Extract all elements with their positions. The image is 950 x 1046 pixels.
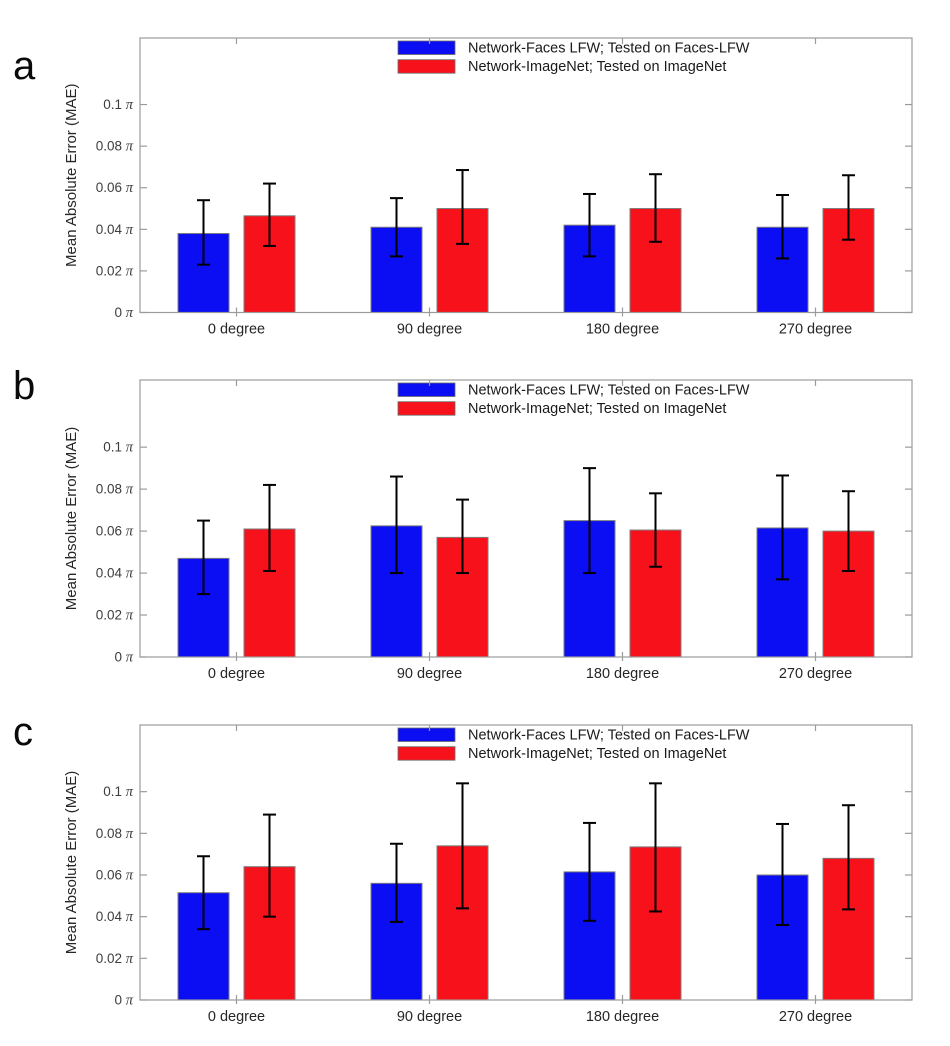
error-bar-series0-270-degree bbox=[776, 474, 789, 581]
legend-swatch-series1 bbox=[397, 59, 456, 74]
legend-label-series0: Network-Faces LFW; Tested on Faces-LFW bbox=[468, 728, 750, 744]
y-tick-label: 0.02 π bbox=[96, 608, 134, 624]
legend-label-series0: Network-Faces LFW; Tested on Faces-LFW bbox=[468, 383, 750, 399]
error-bar-series1-90-degree bbox=[456, 498, 469, 575]
panel-letter-a: a bbox=[13, 44, 36, 88]
plot-frame bbox=[139, 379, 913, 658]
legend-label-series1: Network-ImageNet; Tested on ImageNet bbox=[468, 746, 726, 762]
x-category-label: 180 degree bbox=[586, 1009, 659, 1025]
error-bar-series1-270-degree bbox=[842, 174, 855, 241]
x-category-label: 270 degree bbox=[779, 322, 852, 338]
legend-swatch-series0 bbox=[397, 382, 456, 397]
error-bar-series0-90-degree bbox=[390, 475, 403, 575]
error-bar-series0-180-degree bbox=[583, 821, 596, 922]
x-category-label: 270 degree bbox=[779, 1009, 852, 1025]
legend-swatch-series1 bbox=[397, 746, 456, 761]
x-category-label: 0 degree bbox=[208, 322, 265, 338]
error-bar-series0-90-degree bbox=[390, 842, 403, 923]
error-bar-series1-270-degree bbox=[842, 804, 855, 911]
bar-series1-0-degree bbox=[243, 528, 296, 658]
panel-letter-b: b bbox=[13, 364, 36, 408]
error-bar-series1-0-degree bbox=[263, 182, 276, 247]
x-category-label: 180 degree bbox=[586, 666, 659, 682]
x-category-label: 90 degree bbox=[397, 666, 462, 682]
panel-c: 0 π 0.02 π 0.04 π 0.06 π 0.08 π 0.1 π Network-… bbox=[63, 724, 913, 1025]
legend-swatch-series0 bbox=[397, 727, 456, 742]
x-category-label: 270 degree bbox=[779, 666, 852, 682]
error-bar-series1-180-degree bbox=[649, 782, 662, 913]
x-category-label: 180 degree bbox=[586, 322, 659, 338]
y-tick-label: 0 π bbox=[114, 993, 133, 1009]
x-category-label: 0 degree bbox=[208, 666, 265, 682]
legend-label-series1: Network-ImageNet; Tested on ImageNet bbox=[468, 401, 726, 417]
error-bar-series1-180-degree bbox=[649, 492, 662, 568]
error-bar-series0-180-degree bbox=[583, 192, 596, 258]
x-category-label: 90 degree bbox=[397, 322, 462, 338]
y-tick-label: 0 π bbox=[114, 650, 133, 666]
y-tick-label: 0.1 π bbox=[103, 784, 134, 800]
error-bar-series0-0-degree bbox=[197, 855, 210, 931]
error-bar-series1-180-degree bbox=[649, 173, 662, 243]
y-tick-label: 0 π bbox=[114, 305, 133, 321]
y-axis-title: Mean Absolute Error (MAE) bbox=[63, 427, 80, 610]
error-bar-series0-0-degree bbox=[197, 199, 210, 266]
panel-b: 0 π 0.02 π 0.04 π 0.06 π 0.08 π 0.1 π Network-… bbox=[63, 379, 913, 682]
x-category-label: 90 degree bbox=[397, 1009, 462, 1025]
plot-frame bbox=[139, 37, 913, 314]
panel-a: 0 π 0.02 π 0.04 π 0.06 π 0.08 π 0.1 π Network-… bbox=[63, 37, 913, 338]
error-bar-series1-90-degree bbox=[456, 782, 469, 910]
y-tick-label: 0.04 π bbox=[96, 222, 134, 238]
error-bar-series1-0-degree bbox=[263, 483, 276, 572]
panel-letter-c: c bbox=[13, 710, 33, 754]
y-axis-title: Mean Absolute Error (MAE) bbox=[63, 84, 80, 267]
y-tick-label: 0.08 π bbox=[96, 139, 134, 155]
y-tick-label: 0.02 π bbox=[96, 951, 134, 967]
legend-label-series1: Network-ImageNet; Tested on ImageNet bbox=[468, 59, 726, 75]
error-bar-series0-0-degree bbox=[197, 519, 210, 596]
error-bar-series1-90-degree bbox=[456, 169, 469, 245]
error-bar-series0-270-degree bbox=[776, 194, 789, 260]
y-tick-label: 0.06 π bbox=[96, 524, 134, 540]
y-tick-label: 0.02 π bbox=[96, 263, 134, 279]
error-bar-series0-90-degree bbox=[390, 197, 403, 258]
error-bar-series0-270-degree bbox=[776, 822, 789, 926]
y-axis-title: Mean Absolute Error (MAE) bbox=[63, 771, 80, 954]
error-bar-series1-270-degree bbox=[842, 490, 855, 572]
y-tick-label: 0.1 π bbox=[103, 97, 134, 113]
y-tick-label: 0.06 π bbox=[96, 180, 134, 196]
legend-swatch-series1 bbox=[397, 401, 456, 416]
legend-swatch-series0 bbox=[397, 40, 456, 55]
error-bar-series1-0-degree bbox=[263, 813, 276, 918]
bar-series0-0-degree bbox=[177, 892, 230, 1001]
legend-label-series0: Network-Faces LFW; Tested on Faces-LFW bbox=[468, 41, 750, 57]
plot-frame bbox=[139, 724, 913, 1001]
y-tick-label: 0.08 π bbox=[96, 482, 134, 498]
error-bar-series0-180-degree bbox=[583, 467, 596, 575]
x-category-label: 0 degree bbox=[208, 1009, 265, 1025]
y-tick-label: 0.04 π bbox=[96, 909, 134, 925]
y-tick-label: 0.06 π bbox=[96, 868, 134, 884]
y-tick-label: 0.08 π bbox=[96, 826, 134, 842]
y-tick-label: 0.04 π bbox=[96, 566, 134, 582]
y-tick-label: 0.1 π bbox=[103, 440, 134, 456]
